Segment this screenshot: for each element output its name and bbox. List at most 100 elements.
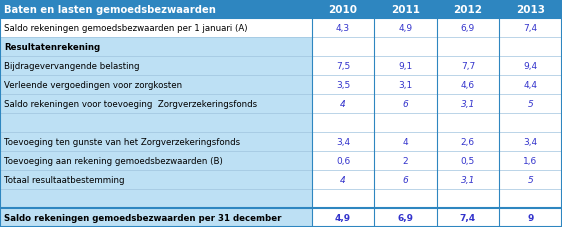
Text: 1,6: 1,6 bbox=[523, 156, 538, 165]
Bar bbox=[437, 189, 499, 208]
Bar bbox=[374, 132, 437, 151]
Bar bbox=[0, 132, 312, 151]
Bar bbox=[437, 19, 499, 38]
Bar bbox=[499, 57, 562, 76]
Bar bbox=[0, 19, 312, 38]
Text: 4: 4 bbox=[340, 175, 346, 184]
Bar bbox=[312, 76, 374, 95]
Bar bbox=[312, 95, 374, 114]
Text: 4,9: 4,9 bbox=[335, 213, 351, 222]
Bar bbox=[312, 132, 374, 151]
Bar bbox=[312, 38, 374, 57]
Text: Verleende vergoedingen voor zorgkosten: Verleende vergoedingen voor zorgkosten bbox=[4, 81, 182, 90]
Text: 9,1: 9,1 bbox=[398, 62, 413, 71]
Bar bbox=[0, 151, 312, 170]
Bar bbox=[437, 132, 499, 151]
Bar bbox=[499, 76, 562, 95]
Text: 3,4: 3,4 bbox=[336, 137, 350, 146]
Text: 6,9: 6,9 bbox=[397, 213, 414, 222]
Bar bbox=[499, 170, 562, 189]
Text: 3,1: 3,1 bbox=[398, 81, 413, 90]
Bar bbox=[0, 189, 312, 208]
Text: Toevoeging aan rekening gemoedsbezwaarden (B): Toevoeging aan rekening gemoedsbezwaarde… bbox=[4, 156, 223, 165]
Text: 4,3: 4,3 bbox=[336, 24, 350, 33]
Text: 9: 9 bbox=[527, 213, 534, 222]
Text: 4,4: 4,4 bbox=[524, 81, 537, 90]
Text: 5: 5 bbox=[528, 100, 533, 109]
Bar bbox=[312, 19, 374, 38]
Text: 7,5: 7,5 bbox=[336, 62, 350, 71]
Bar bbox=[437, 114, 499, 132]
Bar bbox=[499, 95, 562, 114]
Bar bbox=[374, 19, 437, 38]
Text: Totaal resultaatbestemming: Totaal resultaatbestemming bbox=[4, 175, 124, 184]
Bar bbox=[312, 208, 374, 227]
Text: 7,4: 7,4 bbox=[460, 213, 476, 222]
Bar bbox=[374, 151, 437, 170]
Text: Saldo rekeningen gemoedsbezwaarden per 1 januari (A): Saldo rekeningen gemoedsbezwaarden per 1… bbox=[4, 24, 247, 33]
Bar bbox=[499, 208, 562, 227]
Text: 3,1: 3,1 bbox=[461, 100, 475, 109]
Text: 0,5: 0,5 bbox=[461, 156, 475, 165]
Bar bbox=[437, 57, 499, 76]
Text: 4,9: 4,9 bbox=[398, 24, 413, 33]
Bar bbox=[374, 38, 437, 57]
Text: 9,4: 9,4 bbox=[523, 62, 538, 71]
Text: Baten en lasten gemoedsbezwaarden: Baten en lasten gemoedsbezwaarden bbox=[4, 5, 216, 15]
Bar bbox=[374, 170, 437, 189]
Text: Toevoeging ten gunste van het Zorgverzekeringsfonds: Toevoeging ten gunste van het Zorgverzek… bbox=[4, 137, 240, 146]
Bar bbox=[374, 208, 437, 227]
Text: 4: 4 bbox=[402, 137, 409, 146]
Bar bbox=[0, 76, 312, 95]
Text: 4: 4 bbox=[340, 100, 346, 109]
Bar bbox=[499, 132, 562, 151]
Bar bbox=[312, 114, 374, 132]
Text: 5: 5 bbox=[528, 175, 533, 184]
Bar bbox=[499, 189, 562, 208]
Bar bbox=[312, 57, 374, 76]
Text: 3,5: 3,5 bbox=[336, 81, 350, 90]
Text: Saldo rekeningen voor toevoeging  Zorgverzekeringsfonds: Saldo rekeningen voor toevoeging Zorgver… bbox=[4, 100, 257, 109]
Bar bbox=[437, 95, 499, 114]
Bar bbox=[0, 170, 312, 189]
Text: 7,7: 7,7 bbox=[461, 62, 475, 71]
Text: 3,4: 3,4 bbox=[523, 137, 538, 146]
Bar bbox=[0, 95, 312, 114]
Bar bbox=[0, 0, 562, 19]
Text: 2,6: 2,6 bbox=[461, 137, 475, 146]
Bar bbox=[374, 189, 437, 208]
Bar bbox=[312, 189, 374, 208]
Bar bbox=[374, 114, 437, 132]
Bar bbox=[0, 208, 312, 227]
Text: 2012: 2012 bbox=[454, 5, 482, 15]
Text: 6: 6 bbox=[402, 175, 409, 184]
Bar bbox=[437, 76, 499, 95]
Text: 2013: 2013 bbox=[516, 5, 545, 15]
Bar bbox=[0, 57, 312, 76]
Bar bbox=[374, 57, 437, 76]
Bar bbox=[499, 38, 562, 57]
Bar bbox=[437, 38, 499, 57]
Text: Bijdragevervangende belasting: Bijdragevervangende belasting bbox=[4, 62, 139, 71]
Bar bbox=[374, 95, 437, 114]
Text: 0,6: 0,6 bbox=[336, 156, 350, 165]
Bar bbox=[312, 151, 374, 170]
Text: 2: 2 bbox=[402, 156, 409, 165]
Text: Resultatenrekening: Resultatenrekening bbox=[4, 43, 100, 52]
Bar bbox=[499, 19, 562, 38]
Bar bbox=[374, 76, 437, 95]
Bar bbox=[437, 208, 499, 227]
Text: 6,9: 6,9 bbox=[461, 24, 475, 33]
Bar bbox=[499, 114, 562, 132]
Text: 6: 6 bbox=[402, 100, 409, 109]
Text: 4,6: 4,6 bbox=[461, 81, 475, 90]
Text: 2010: 2010 bbox=[329, 5, 357, 15]
Bar bbox=[0, 114, 312, 132]
Bar bbox=[312, 170, 374, 189]
Text: 7,4: 7,4 bbox=[523, 24, 538, 33]
Text: 2011: 2011 bbox=[391, 5, 420, 15]
Bar bbox=[499, 151, 562, 170]
Text: Saldo rekeningen gemoedsbezwaarden per 31 december: Saldo rekeningen gemoedsbezwaarden per 3… bbox=[4, 213, 282, 222]
Bar bbox=[437, 151, 499, 170]
Bar bbox=[0, 38, 312, 57]
